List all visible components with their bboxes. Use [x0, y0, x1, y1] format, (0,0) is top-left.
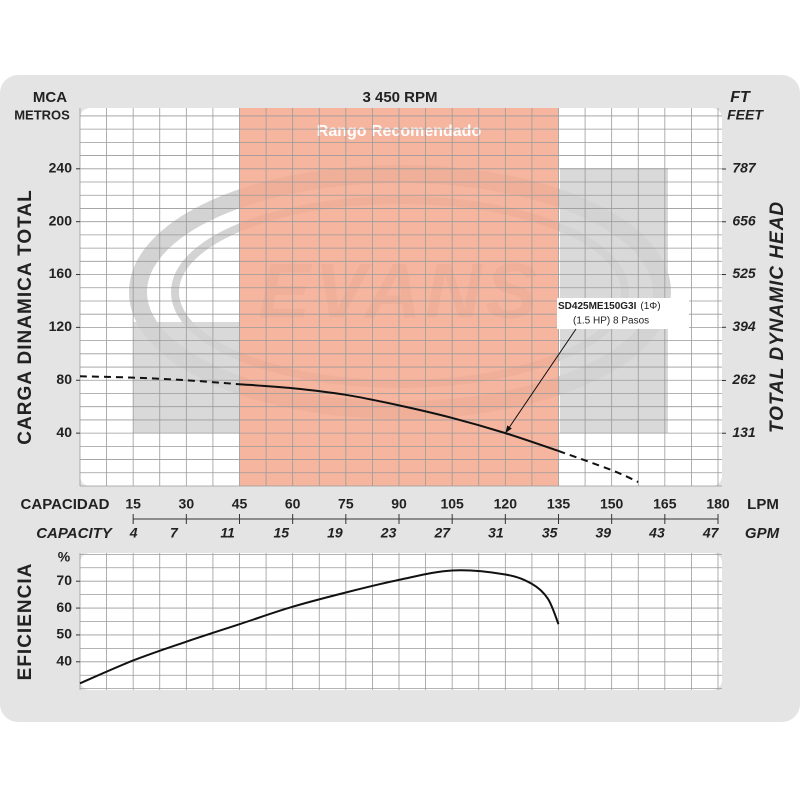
y-tick-label: 40 [56, 652, 72, 668]
x-tick-label: 120 [494, 496, 518, 512]
x-tick-label: 105 [440, 496, 464, 512]
y-tick-label: 80 [56, 371, 72, 387]
annotation-model: SD425ME150G3I (1Φ) [558, 301, 661, 312]
y-label: EFICIENCIA [15, 563, 36, 681]
y-tick-label: 200 [49, 212, 73, 228]
y2-tick-label: 656 [732, 212, 756, 228]
annotation-arrow [504, 328, 577, 434]
x2-tick-label: 15 [273, 525, 289, 541]
y-label: CARGA DINAMICA TOTAL [15, 189, 36, 444]
x2-label: CAPACITY [36, 525, 114, 542]
x2-tick-label: 31 [488, 525, 504, 541]
y-unit: % [58, 549, 71, 565]
curve [79, 569, 560, 685]
curve [558, 450, 639, 483]
x2-tick-label: 7 [170, 525, 179, 541]
x-tick-label: 90 [391, 496, 407, 512]
y-tick-label: 40 [56, 424, 72, 440]
x2-tick-label: 23 [380, 525, 397, 541]
x2-tick-label: 35 [542, 525, 558, 541]
x2-tick-label: 19 [327, 525, 343, 541]
y2-label: TOTAL DYNAMIC HEAD [767, 201, 788, 433]
y-tick-label: 70 [56, 572, 72, 588]
y-tick-label: 50 [56, 626, 72, 642]
x-tick-label: 75 [338, 496, 354, 512]
model: SD425ME150G3I [558, 301, 637, 312]
y2-tick-label: 262 [731, 371, 756, 387]
annotation-box [557, 298, 689, 329]
x2-tick-label: 43 [648, 525, 665, 541]
x-label: CAPACIDAD [21, 496, 110, 513]
rpm-label: 3 450 RPM [362, 89, 437, 106]
curve [79, 375, 240, 386]
x2-tick-label: 11 [220, 525, 235, 541]
x-unit: LPM [747, 496, 779, 513]
y2-tick-label: 787 [732, 160, 757, 176]
x-tick-label: 30 [179, 496, 195, 512]
x-tick-label: 45 [232, 496, 248, 512]
x2-tick-label: 39 [595, 525, 611, 541]
x2-tick-label: 27 [433, 525, 451, 541]
annotation-detail: (1.5 HP) 8 Pasos [573, 316, 649, 327]
x-tick-label: 60 [285, 496, 301, 512]
y-tick-label: 60 [56, 599, 72, 615]
left-unit: MCA [33, 89, 67, 106]
left-unit-sub: METROS [14, 107, 70, 122]
x-tick-label: 135 [547, 496, 571, 512]
x2-tick-label: 4 [129, 525, 138, 541]
x-tick-label: 180 [706, 496, 730, 512]
x-tick-label: 165 [653, 496, 677, 512]
x-tick-label: 15 [125, 496, 141, 512]
y2-tick-label: 131 [732, 424, 756, 440]
x-tick-label: 150 [600, 496, 624, 512]
phase: (1Φ) [640, 301, 660, 312]
y-tick-label: 120 [49, 318, 73, 334]
y2-tick-label: 394 [732, 318, 756, 334]
x2-tick-label: 47 [702, 525, 720, 541]
right-unit-sub: FEET [727, 107, 764, 123]
y-tick-label: 240 [49, 160, 73, 176]
right-unit: FT [730, 89, 751, 106]
y-tick-label: 160 [49, 265, 73, 281]
y2-tick-label: 525 [732, 265, 756, 281]
curve [239, 383, 559, 452]
x2-unit: GPM [745, 525, 780, 542]
arrow-head [505, 425, 512, 434]
